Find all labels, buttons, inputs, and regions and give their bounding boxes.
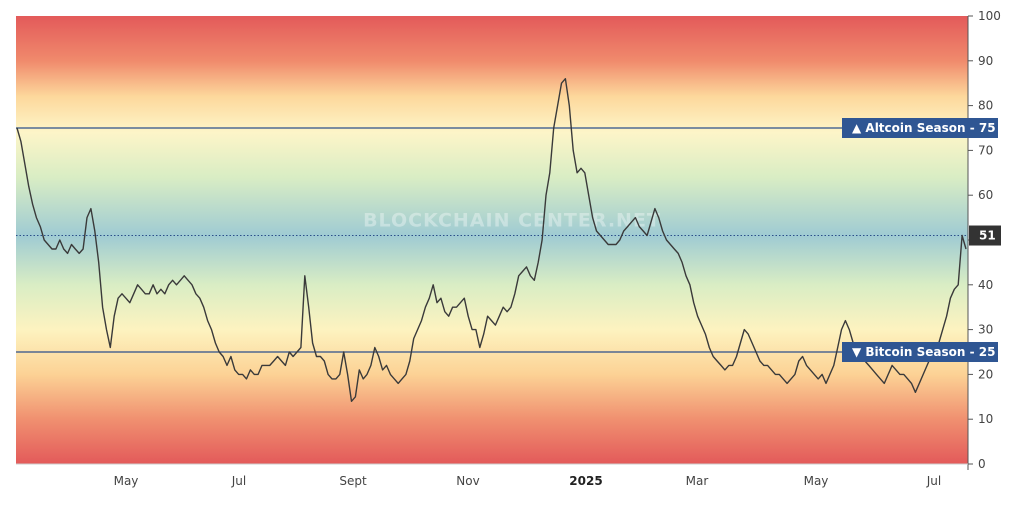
y-tick-label: 100 — [978, 9, 1001, 23]
series-line — [16, 78, 967, 402]
x-tick-label: Sept — [339, 474, 367, 488]
y-tick-label: 70 — [978, 143, 993, 157]
axes — [16, 16, 969, 470]
altcoin-season-label-bg — [842, 118, 998, 138]
current-value-label: 51 — [979, 229, 996, 243]
x-tick-label: 2025 — [569, 474, 602, 488]
x-tick-label: May — [804, 474, 829, 488]
watermark: BLOCKCHAIN CENTER.NET — [363, 210, 661, 232]
y-axis-ticks: 0102030405060708090100 — [968, 9, 1001, 471]
current-value-label-bg — [969, 225, 1001, 246]
x-axis-ticks: May Jul Sept Nov 2025 Mar May Jul — [114, 474, 942, 488]
x-tick-label: Nov — [456, 474, 479, 488]
threshold-labels: ▲ Altcoin Season - 75 ▼ Bitcoin Season -… — [842, 118, 1001, 362]
x-tick-label: Jul — [926, 474, 941, 488]
y-tick-label: 10 — [978, 412, 993, 426]
y-tick-label: 20 — [978, 367, 993, 381]
plot-background — [16, 16, 968, 464]
y-tick-label: 80 — [978, 99, 993, 113]
y-tick-label: 60 — [978, 188, 993, 202]
bitcoin-season-label-bg — [842, 342, 998, 362]
x-tick-label: May — [114, 474, 139, 488]
y-tick-label: 0 — [978, 457, 986, 471]
y-tick-label: 90 — [978, 54, 993, 68]
y-tick-label: 30 — [978, 323, 993, 337]
x-tick-label: Jul — [231, 474, 246, 488]
altcoin-season-label: ▲ Altcoin Season - 75 — [852, 121, 996, 135]
bitcoin-season-label: ▼ Bitcoin Season - 25 — [852, 345, 995, 359]
x-tick-label: Mar — [686, 474, 709, 488]
threshold-lines — [16, 127, 968, 353]
y-tick-label: 40 — [978, 278, 993, 292]
